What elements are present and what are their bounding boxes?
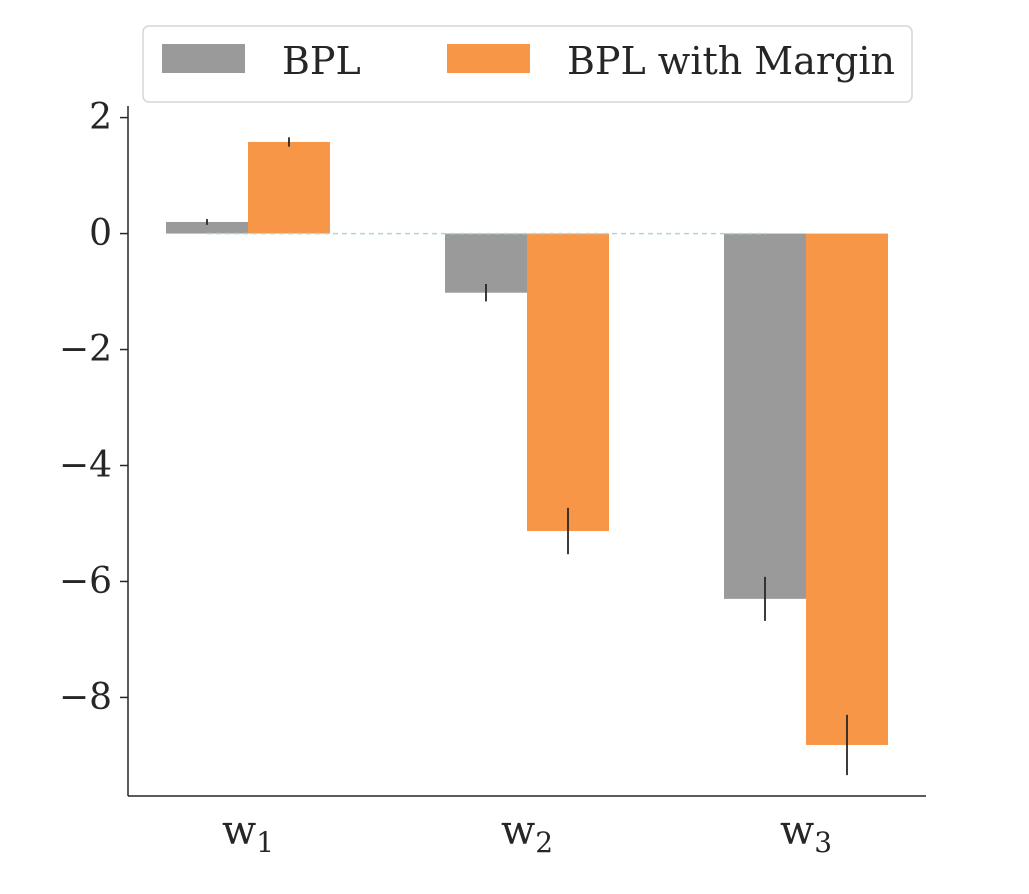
y-tick-minus-4: −4: [59, 445, 128, 486]
y-tick-minus-8: −8: [59, 677, 128, 718]
bar-bpl-with-margin-w1: [248, 141, 330, 234]
legend-label-bpl-with-margin: BPL with Margin: [567, 39, 895, 83]
x-tick-label-w2: w2: [501, 808, 553, 859]
legend-swatch-bpl-with-margin: [447, 44, 530, 73]
y-tick-minus-2: −2: [59, 329, 128, 370]
bar-bpl-w1: [166, 221, 248, 234]
x-tick-label-base: w: [501, 808, 535, 854]
x-tick-label-w3: w3: [780, 808, 832, 859]
legend-label-bpl: BPL: [282, 39, 361, 83]
x-tick-label-base: w: [780, 808, 814, 854]
bar-bpl-with-margin-w3: [806, 233, 888, 745]
y-tick-label: −8: [59, 677, 112, 718]
legend: BPL BPL with Margin: [142, 25, 913, 103]
y-tick-label: −4: [59, 445, 112, 486]
y-tick-0: 0: [89, 213, 128, 254]
y-tick-minus-6: −6: [59, 561, 128, 602]
y-tick-label: 2: [89, 97, 112, 138]
x-tick-label-subscript: 2: [535, 826, 553, 859]
y-tick-2: 2: [89, 97, 128, 138]
legend-swatch-bpl: [162, 44, 245, 73]
x-tick-labels: w1 w2 w3: [222, 808, 832, 859]
y-tick-label: 0: [89, 213, 112, 254]
x-tick-label-subscript: 3: [814, 826, 832, 859]
y-ticks: 2 0 −2 −4 −6 −8: [59, 97, 128, 718]
x-tick-label-subscript: 1: [256, 826, 274, 859]
bar-bpl-with-margin-w2: [527, 233, 609, 532]
bar-bpl-w3: [724, 233, 806, 599]
x-tick-label-w1: w1: [222, 808, 274, 859]
bars: [166, 137, 888, 776]
x-tick-label-base: w: [222, 808, 256, 854]
bar-bpl-w2: [445, 233, 527, 293]
y-tick-label: −6: [59, 561, 112, 602]
y-tick-label: −2: [59, 329, 112, 370]
